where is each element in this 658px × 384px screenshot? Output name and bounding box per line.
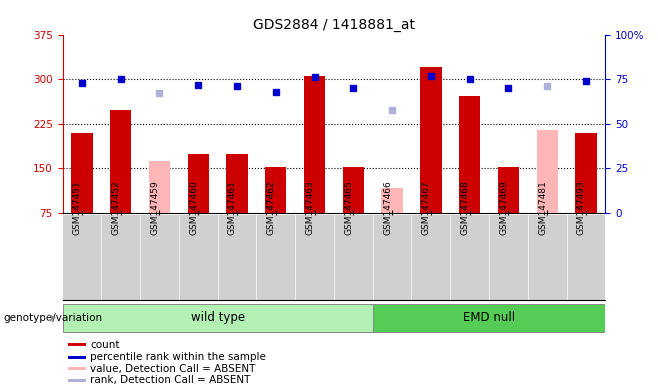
- Text: wild type: wild type: [191, 311, 245, 324]
- Bar: [575, 133, 597, 213]
- Bar: [304, 76, 325, 213]
- Text: count: count: [90, 340, 120, 350]
- Bar: [265, 167, 286, 213]
- Title: GDS2884 / 1418881_at: GDS2884 / 1418881_at: [253, 18, 415, 32]
- Text: rank, Detection Call = ABSENT: rank, Detection Call = ABSENT: [90, 375, 251, 384]
- Bar: [372, 304, 605, 333]
- Bar: [71, 133, 93, 213]
- Bar: [497, 167, 519, 213]
- Bar: [68, 356, 86, 359]
- Text: EMD null: EMD null: [463, 311, 515, 324]
- Bar: [68, 367, 86, 370]
- Bar: [68, 379, 86, 382]
- Bar: [459, 96, 480, 213]
- Text: value, Detection Call = ABSENT: value, Detection Call = ABSENT: [90, 364, 255, 374]
- Bar: [420, 67, 442, 213]
- Bar: [63, 304, 372, 333]
- Bar: [188, 154, 209, 213]
- Bar: [149, 161, 170, 213]
- Bar: [382, 187, 403, 213]
- Text: percentile rank within the sample: percentile rank within the sample: [90, 352, 266, 362]
- Text: genotype/variation: genotype/variation: [3, 313, 103, 323]
- Bar: [68, 343, 86, 346]
- Bar: [226, 154, 247, 213]
- Bar: [343, 167, 364, 213]
- Bar: [536, 130, 558, 213]
- Bar: [110, 110, 132, 213]
